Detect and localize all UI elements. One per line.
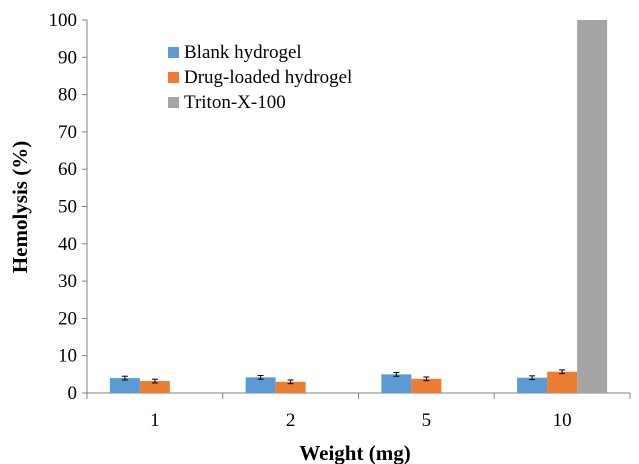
bar: [547, 371, 578, 393]
bar: [577, 20, 608, 393]
y-tick-label: 30: [58, 271, 77, 292]
legend-label: Triton-X-100: [184, 92, 286, 113]
y-tick-label: 70: [58, 122, 77, 143]
legend: Blank hydrogel Drug-loaded hydrogel Triton…: [168, 42, 352, 113]
y-tick-label: 20: [58, 308, 77, 329]
legend-swatch: [168, 72, 179, 83]
bar: [381, 374, 412, 393]
bar: [275, 381, 306, 393]
x-axis-title: Weight (mg): [299, 441, 410, 464]
bar: [109, 378, 140, 393]
x-tick-label: 10: [553, 410, 572, 431]
x-tick-label: 5: [422, 410, 432, 431]
y-tick-label: 10: [58, 346, 77, 367]
bar: [245, 377, 276, 393]
y-tick-label: 100: [49, 10, 78, 31]
y-tick-label: 80: [58, 85, 77, 106]
y-tick-label: 60: [58, 159, 77, 180]
legend-swatch: [168, 47, 179, 58]
bar: [139, 381, 170, 393]
bar: [517, 377, 548, 393]
bar: [411, 378, 442, 393]
y-axis-title: Hemolysis (%): [8, 141, 32, 273]
legend-label: Blank hydrogel: [184, 42, 302, 63]
y-tick-label: 40: [58, 234, 77, 255]
x-tick-label: 1: [150, 410, 160, 431]
plot-area: 0 10 20 30 40 50 60 70 80 90 100 1 2 5 10: [49, 10, 631, 431]
legend-label: Drug-loaded hydrogel: [184, 67, 352, 88]
y-tick-label: 50: [58, 197, 77, 218]
y-tick-label: 90: [58, 47, 77, 68]
x-tick-label: 2: [286, 410, 296, 431]
y-tick-label: 0: [68, 383, 78, 404]
legend-swatch: [168, 97, 179, 108]
